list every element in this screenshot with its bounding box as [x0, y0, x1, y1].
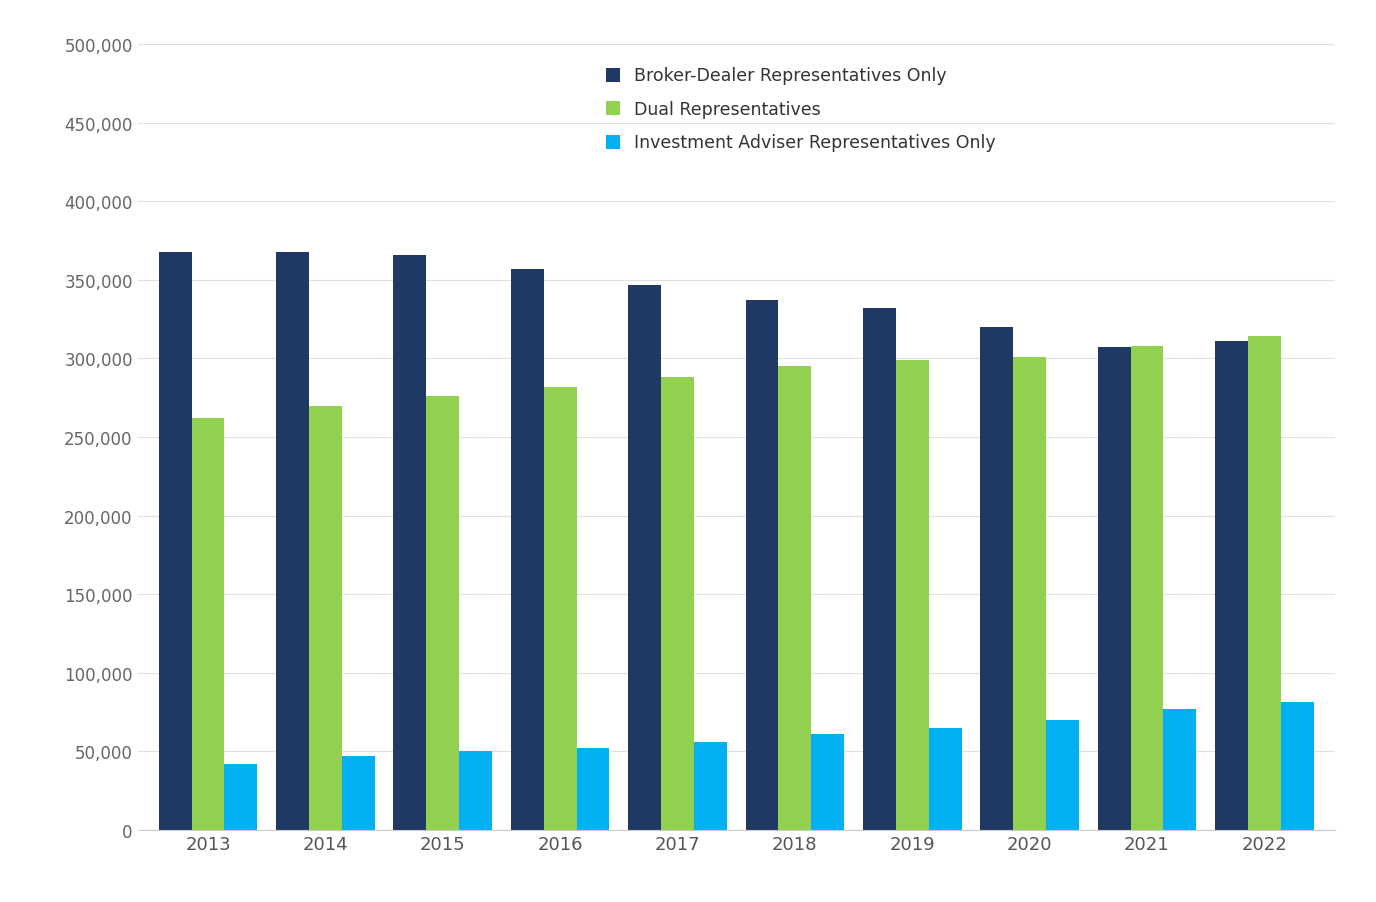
Legend: Broker-Dealer Representatives Only, Dual Representatives, Investment Adviser Rep: Broker-Dealer Representatives Only, Dual…	[601, 61, 1000, 157]
Bar	[629, 285, 660, 830]
Bar	[660, 378, 694, 830]
Bar	[1131, 346, 1163, 830]
Bar	[544, 387, 577, 830]
Bar	[1248, 337, 1281, 830]
Bar	[277, 253, 310, 830]
Bar	[310, 406, 341, 830]
Bar	[341, 756, 374, 830]
Bar	[1046, 720, 1079, 830]
Bar	[746, 301, 779, 830]
Bar	[812, 734, 843, 830]
Bar	[863, 308, 896, 830]
Bar	[427, 397, 460, 830]
Bar	[779, 367, 812, 830]
Bar	[1013, 357, 1046, 830]
Bar	[896, 361, 929, 830]
Bar	[694, 742, 727, 830]
Bar	[510, 270, 544, 830]
Bar	[191, 419, 224, 830]
Bar	[158, 253, 191, 830]
Bar	[224, 764, 257, 830]
Bar	[394, 255, 427, 830]
Bar	[1281, 703, 1314, 830]
Bar	[1163, 709, 1196, 830]
Bar	[460, 751, 493, 830]
Bar	[929, 728, 962, 830]
Bar	[1098, 348, 1131, 830]
Bar	[1215, 342, 1248, 830]
Bar	[577, 749, 610, 830]
Bar	[980, 327, 1013, 830]
